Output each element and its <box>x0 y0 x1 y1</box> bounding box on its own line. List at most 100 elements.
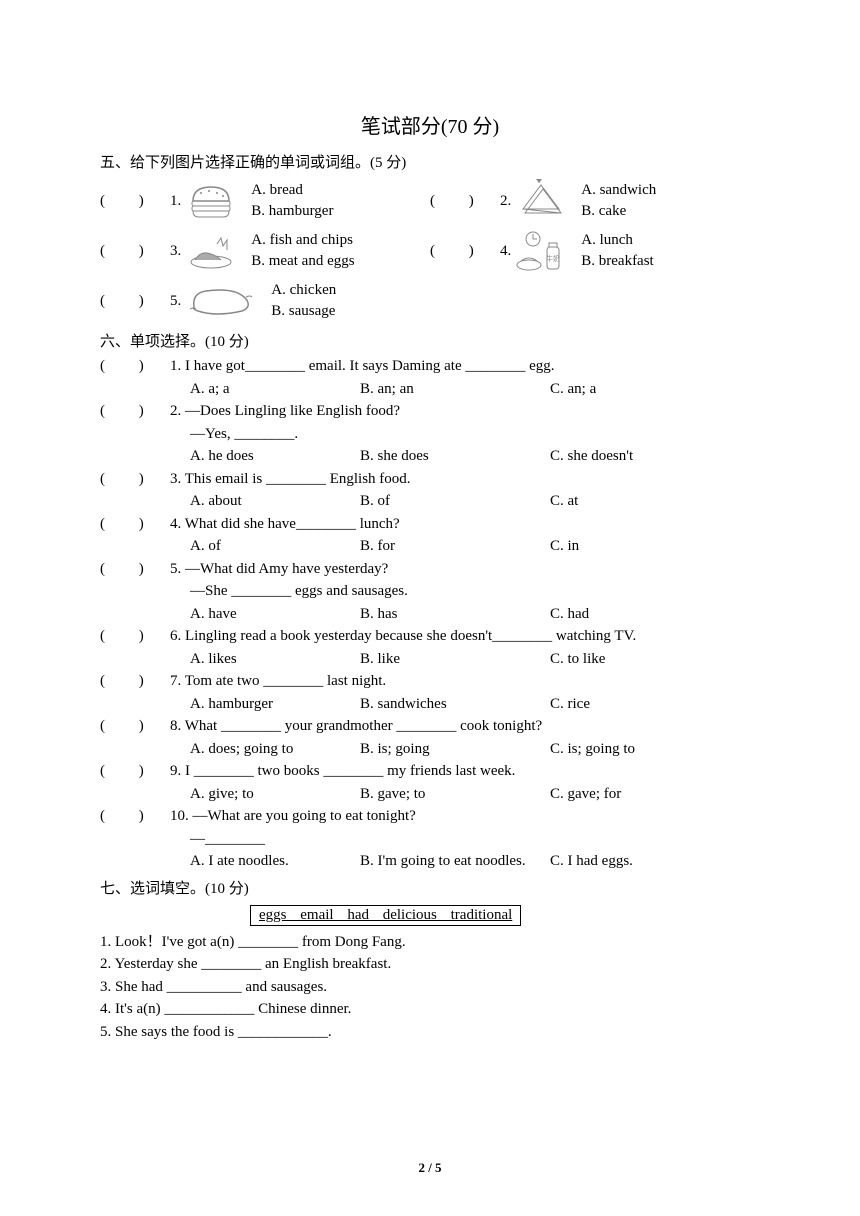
q-num: 2. <box>170 403 181 419</box>
answer-blank[interactable]: ( ) <box>100 513 170 536</box>
q6-question: ( ) 10. —What are you going to eat tonig… <box>100 805 760 873</box>
q5-num: 5. <box>170 293 181 310</box>
q-num: 8. <box>170 718 181 734</box>
answer-blank[interactable]: ( ) <box>100 243 170 260</box>
q7-question: 5. She says the food is ____________. <box>100 1021 760 1044</box>
option-a: A. of <box>190 535 360 558</box>
q6-question: ( ) 9. I ________ two books ________ my … <box>100 760 760 805</box>
option-c: C. gave; for <box>550 783 760 806</box>
answer-blank[interactable]: ( ) <box>100 355 170 378</box>
q6-question: ( ) 8. What ________ your grandmother __… <box>100 715 760 760</box>
answer-blank[interactable]: ( ) <box>100 558 170 581</box>
q5-num: 2. <box>500 193 511 210</box>
option-a: A. likes <box>190 648 360 671</box>
q6-question: ( ) 1. I have got________ email. It says… <box>100 355 760 400</box>
option-c: C. to like <box>550 648 760 671</box>
option-b: B. has <box>360 603 550 626</box>
answer-blank[interactable]: ( ) <box>100 760 170 783</box>
answer-blank[interactable]: ( ) <box>100 468 170 491</box>
q-text: —What did Amy have yesterday? <box>185 561 388 577</box>
option-b: B. an; an <box>360 378 550 401</box>
word-box: eggs email had delicious traditional <box>250 905 521 926</box>
page-title: 笔试部分(70 分) <box>100 110 760 139</box>
option-b: B. of <box>360 490 550 513</box>
q-text: What ________ your grandmother ________ … <box>185 718 542 734</box>
answer-blank[interactable]: ( ) <box>430 243 500 260</box>
option-a: A. sandwich <box>581 180 656 201</box>
option-b: B. hamburger <box>251 201 333 222</box>
fish-chips-icon <box>181 228 241 274</box>
option-c: C. at <box>550 490 760 513</box>
q6-question: ( ) 2. —Does Lingling like English food?… <box>100 400 760 468</box>
option-c: C. she doesn't <box>550 445 760 468</box>
option-c: C. an; a <box>550 378 760 401</box>
sausage-icon <box>181 278 261 324</box>
q7-question: 2. Yesterday she ________ an English bre… <box>100 953 760 976</box>
option-a: A. I ate noodles. <box>190 850 360 873</box>
option-a: A. about <box>190 490 360 513</box>
q6-question: ( ) 3. This email is ________ English fo… <box>100 468 760 513</box>
q-num: 9. <box>170 763 181 779</box>
option-a: A. hamburger <box>190 693 360 716</box>
q5-item: ( ) 2. A. sandwich B. cake <box>430 176 760 226</box>
option-c: C. is; going to <box>550 738 760 761</box>
q6-question: ( ) 7. Tom ate two ________ last night. … <box>100 670 760 715</box>
page-number: 2 / 5 <box>0 1160 860 1176</box>
q-num: 6. <box>170 628 181 644</box>
q-text: Lingling read a book yesterday because s… <box>185 628 636 644</box>
q-num: 5. <box>170 561 181 577</box>
q-text-line2: —Yes, ________. <box>190 426 298 442</box>
option-a: A. lunch <box>581 230 653 251</box>
q-num: 10. <box>170 808 189 824</box>
q5-num: 1. <box>170 193 181 210</box>
answer-blank[interactable]: ( ) <box>100 293 170 310</box>
q6-question: ( ) 4. What did she have________ lunch? … <box>100 513 760 558</box>
option-b: B. breakfast <box>581 251 653 272</box>
q-text: —Does Lingling like English food? <box>185 403 400 419</box>
option-b: B. is; going <box>360 738 550 761</box>
q5-item: ( ) 3. A. fish and chips B. meat and egg… <box>100 226 430 276</box>
answer-blank[interactable]: ( ) <box>100 715 170 738</box>
answer-blank[interactable]: ( ) <box>100 805 170 828</box>
q-text: This email is ________ English food. <box>185 471 411 487</box>
svg-text:牛奶: 牛奶 <box>546 254 560 263</box>
q6-question: ( ) 5. —What did Amy have yesterday? —Sh… <box>100 558 760 626</box>
option-b: B. she does <box>360 445 550 468</box>
q-text: I have got________ email. It says Daming… <box>185 358 555 374</box>
option-b: B. meat and eggs <box>251 251 354 272</box>
q7-question: 4. It's a(n) ____________ Chinese dinner… <box>100 998 760 1021</box>
sandwich-icon <box>511 178 571 224</box>
option-a: A. give; to <box>190 783 360 806</box>
q-text: —What are you going to eat tonight? <box>193 808 416 824</box>
answer-blank[interactable]: ( ) <box>100 400 170 423</box>
option-b: B. sausage <box>271 301 336 322</box>
q-text-line2: —She ________ eggs and sausages. <box>190 583 408 599</box>
q7-question: 3. She had __________ and sausages. <box>100 976 760 999</box>
section5-questions: ( ) 1. A. bread B. hamburger ( ) 2. <box>100 176 760 326</box>
option-a: A. chicken <box>271 280 336 301</box>
option-b: B. like <box>360 648 550 671</box>
q-text: Tom ate two ________ last night. <box>185 673 386 689</box>
q-text-line2: —________ <box>190 831 265 847</box>
q7-question: 1. Look！I've got a(n) ________ from Dong… <box>100 931 760 954</box>
option-a: A. a; a <box>190 378 360 401</box>
option-b: B. for <box>360 535 550 558</box>
answer-blank[interactable]: ( ) <box>100 670 170 693</box>
option-c: C. had <box>550 603 760 626</box>
q5-item: ( ) 1. A. bread B. hamburger <box>100 176 430 226</box>
option-b: B. cake <box>581 201 656 222</box>
section5-heading: 五、给下列图片选择正确的单词或词组。(5 分) <box>100 151 760 172</box>
q5-item: ( ) 4. 牛奶 A. lunch B. breakfast <box>430 226 760 276</box>
breakfast-icon: 牛奶 <box>511 228 571 274</box>
answer-blank[interactable]: ( ) <box>100 193 170 210</box>
q-num: 3. <box>170 471 181 487</box>
section7-heading: 七、选词填空。(10 分) <box>100 877 760 898</box>
option-b: B. gave; to <box>360 783 550 806</box>
answer-blank[interactable]: ( ) <box>430 193 500 210</box>
option-c: C. I had eggs. <box>550 850 760 873</box>
option-b: B. sandwiches <box>360 693 550 716</box>
q5-item: ( ) 5. A. chicken B. sausage <box>100 276 760 326</box>
option-b: B. I'm going to eat noodles. <box>360 850 550 873</box>
answer-blank[interactable]: ( ) <box>100 625 170 648</box>
q-num: 7. <box>170 673 181 689</box>
